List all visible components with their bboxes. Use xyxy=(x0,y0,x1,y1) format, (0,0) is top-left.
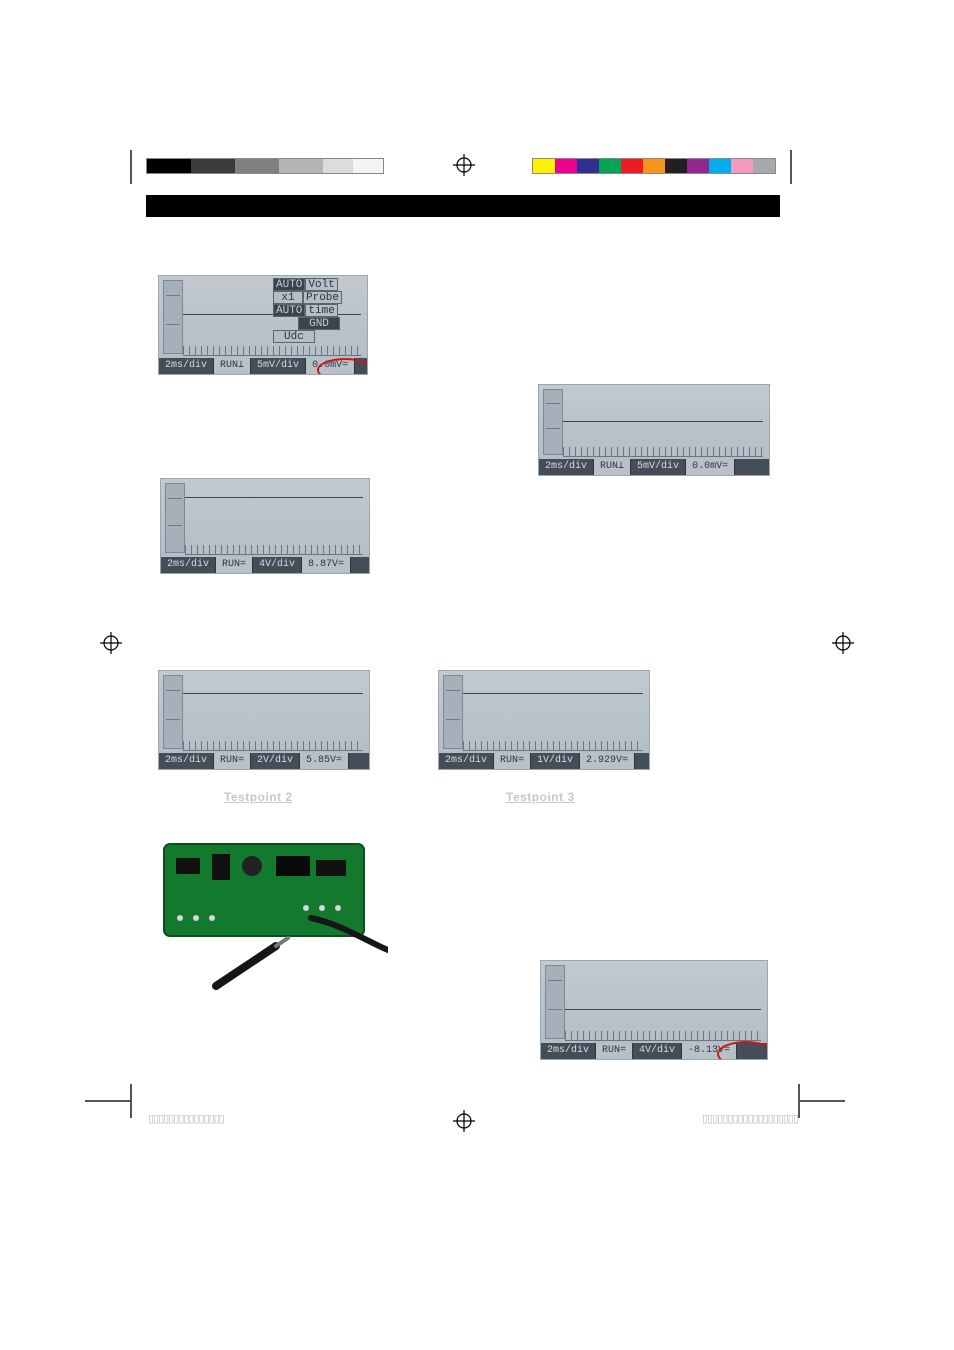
status-yrange: 4V/div xyxy=(253,557,302,573)
menu-probe-b: Probe xyxy=(303,291,342,304)
menu-auto-time-b: time xyxy=(305,304,337,317)
status-timebase: 2ms/div xyxy=(541,1043,596,1059)
footer-marks-left: ▯▯▯▯▯▯▯▯▯▯▯▯▯▯▯ xyxy=(148,1112,224,1125)
y-scale xyxy=(163,675,183,749)
status-value: -8.13V= xyxy=(682,1043,737,1059)
crop-tick-top-right xyxy=(790,150,792,184)
trace-line xyxy=(563,421,763,422)
trace-line xyxy=(463,693,643,694)
y-scale xyxy=(165,483,185,553)
status-run: RUN= xyxy=(214,753,251,769)
crop-rule xyxy=(800,1100,845,1102)
status-run: RUN= xyxy=(494,753,531,769)
footer-marks-right: ▯▯▯▯▯▯▯▯▯▯▯▯▯▯▯▯▯▯▯ xyxy=(702,1112,798,1125)
page: AUTOVolt x1Probe AUTOtime GND Udc 2ms/di… xyxy=(0,0,954,1350)
trace-line xyxy=(185,497,363,498)
status-run: RUN⊥ xyxy=(594,459,631,475)
scope-screenshot: 2ms/div RUN⊥ 5mV/div 0.0mV= xyxy=(538,384,770,476)
menu-auto-time-a: AUTO xyxy=(273,304,305,317)
status-bar: 2ms/div RUN⊥ 5mV/div 0.0mV= xyxy=(159,358,367,374)
status-value: 0.0mV= xyxy=(686,459,735,475)
status-timebase: 2ms/div xyxy=(161,557,216,573)
status-bar: 2ms/div RUN= 2V/div 5.85V= xyxy=(159,753,369,769)
trace-line xyxy=(183,693,363,694)
status-timebase: 2ms/div xyxy=(159,358,214,374)
menu-auto-volt-a: AUTO xyxy=(273,278,305,291)
colour-calibration-strip xyxy=(532,158,792,178)
registration-mark-icon xyxy=(453,154,475,176)
x-axis xyxy=(183,346,361,356)
caption-testpoint-2: Testpoint 2 xyxy=(224,790,293,804)
status-run: RUN= xyxy=(216,557,253,573)
scope-screenshot: 2ms/div RUN= 2V/div 5.85V= xyxy=(158,670,370,770)
status-bar: 2ms/div RUN⊥ 5mV/div 0.0mV= xyxy=(539,459,769,475)
scope-settings-menu: AUTOVolt x1Probe AUTOtime GND Udc xyxy=(273,278,365,343)
scope-screenshot: 2ms/div RUN= 1V/div 2.929V= xyxy=(438,670,650,770)
status-run: RUN⊥ xyxy=(214,358,251,374)
status-timebase: 2ms/div xyxy=(539,459,594,475)
x-axis xyxy=(183,741,363,751)
registration-mark-icon xyxy=(100,632,122,654)
trace-line xyxy=(565,1009,761,1010)
registration-mark-icon xyxy=(453,1110,475,1132)
y-scale xyxy=(545,965,565,1039)
y-scale xyxy=(543,389,563,455)
status-yrange: 5mV/div xyxy=(631,459,686,475)
status-bar: 2ms/div RUN= 4V/div -8.13V= xyxy=(541,1043,767,1059)
menu-auto-volt-b: Volt xyxy=(305,278,337,291)
crop-tick-top-left xyxy=(130,150,132,184)
status-yrange: 2V/div xyxy=(251,753,300,769)
scope-screenshot: 2ms/div RUN= 4V/div 8.87V= xyxy=(160,478,370,574)
scope-screenshot: 2ms/div RUN= 4V/div -8.13V= xyxy=(540,960,768,1060)
status-yrange: 4V/div xyxy=(633,1043,682,1059)
status-bar: 2ms/div RUN= 4V/div 8.87V= xyxy=(161,557,369,573)
status-value: 5.85V= xyxy=(300,753,349,769)
y-scale xyxy=(163,280,183,354)
status-yrange: 1V/div xyxy=(531,753,580,769)
status-value: 2.929V= xyxy=(580,753,635,769)
section-bar xyxy=(146,195,780,217)
y-scale xyxy=(443,675,463,749)
x-axis xyxy=(563,447,763,457)
x-axis xyxy=(565,1031,761,1041)
status-bar: 2ms/div RUN= 1V/div 2.929V= xyxy=(439,753,649,769)
crop-rule xyxy=(85,1100,130,1102)
status-timebase: 2ms/div xyxy=(439,753,494,769)
x-axis xyxy=(185,545,363,555)
status-value: 8.87V= xyxy=(302,557,351,573)
grey-calibration-strip xyxy=(130,158,384,178)
crop-tick-bottom-left xyxy=(130,1084,132,1118)
scope-screenshot-menu: AUTOVolt x1Probe AUTOtime GND Udc 2ms/di… xyxy=(158,275,368,375)
x-axis xyxy=(463,741,643,751)
caption-testpoint-3: Testpoint 3 xyxy=(506,790,575,804)
status-timebase: 2ms/div xyxy=(159,753,214,769)
status-run: RUN= xyxy=(596,1043,633,1059)
status-yrange: 5mV/div xyxy=(251,358,306,374)
menu-udc: Udc xyxy=(273,330,315,343)
menu-probe-a: x1 xyxy=(273,291,303,304)
pcb-photo xyxy=(156,838,388,990)
menu-gnd: GND xyxy=(298,317,340,330)
registration-mark-icon xyxy=(832,632,854,654)
status-value: 0.0mV= xyxy=(306,358,355,374)
